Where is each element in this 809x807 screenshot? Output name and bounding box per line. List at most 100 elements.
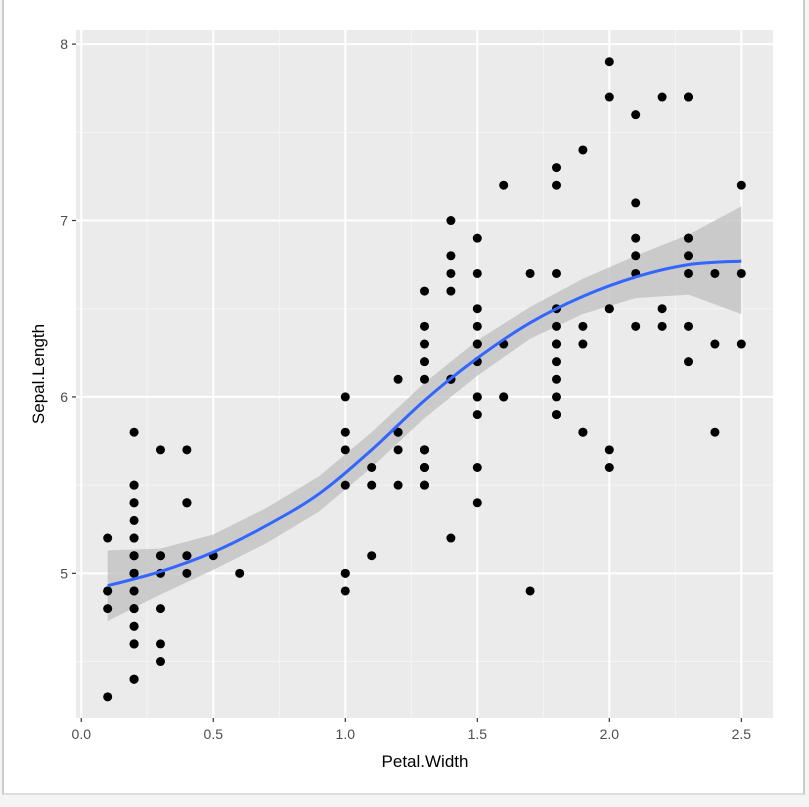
data-point xyxy=(736,268,746,278)
data-point xyxy=(129,515,139,525)
smooth-curve xyxy=(107,259,742,588)
data-point xyxy=(103,586,113,596)
data-point xyxy=(340,586,350,596)
data-point xyxy=(604,445,614,455)
data-point xyxy=(420,374,429,384)
data-point xyxy=(684,251,694,261)
data-point xyxy=(472,462,482,472)
data-point xyxy=(129,427,139,437)
y-tick-label: 5 xyxy=(60,565,68,581)
data-point xyxy=(129,551,139,561)
data-point xyxy=(472,339,482,349)
data-point xyxy=(604,462,614,472)
data-point xyxy=(393,427,403,437)
data-point xyxy=(420,445,429,455)
data-point xyxy=(420,462,429,472)
data-point xyxy=(552,392,562,402)
data-point xyxy=(578,339,588,349)
data-point xyxy=(631,110,641,120)
data-point xyxy=(631,321,641,331)
data-point xyxy=(129,639,139,649)
data-point xyxy=(129,568,139,578)
data-point xyxy=(446,286,456,296)
x-tick-label: 2.5 xyxy=(732,726,752,742)
x-tick-label: 1.5 xyxy=(468,726,488,742)
data-point xyxy=(446,268,456,278)
data-point xyxy=(340,480,350,490)
confidence-band-area xyxy=(107,206,742,621)
data-point xyxy=(155,657,165,667)
data-point xyxy=(446,216,456,226)
data-point xyxy=(472,268,482,278)
axes: 0.0 0.5 1.0 1.5 2.0 2.5 5 6 7 8 xyxy=(60,36,751,742)
data-point xyxy=(657,304,667,314)
data-point xyxy=(129,533,139,543)
data-point xyxy=(525,586,535,596)
data-point xyxy=(367,480,377,490)
data-point xyxy=(103,533,113,543)
data-point xyxy=(155,551,165,561)
data-point xyxy=(340,568,350,578)
data-point xyxy=(182,498,192,508)
data-point xyxy=(129,674,139,684)
data-point xyxy=(525,268,535,278)
data-point xyxy=(393,480,403,490)
data-point xyxy=(604,57,614,67)
x-axis-label: Petal.Width xyxy=(382,752,469,771)
data-point xyxy=(367,462,377,472)
data-point xyxy=(499,180,509,190)
data-point xyxy=(552,163,562,173)
data-point xyxy=(420,321,429,331)
data-point xyxy=(472,321,482,331)
data-point xyxy=(604,92,614,102)
data-point xyxy=(420,339,429,349)
data-point xyxy=(103,604,113,614)
data-point xyxy=(155,604,165,614)
data-point xyxy=(631,198,641,208)
data-point xyxy=(657,321,667,331)
data-point xyxy=(684,233,694,243)
data-point xyxy=(684,357,694,367)
x-tick-label: 1.0 xyxy=(336,726,356,742)
y-tick-label: 8 xyxy=(60,36,68,52)
data-point xyxy=(684,92,694,102)
data-point xyxy=(182,568,192,578)
data-point xyxy=(235,568,245,578)
data-point xyxy=(129,586,139,596)
data-point xyxy=(129,498,139,508)
data-point xyxy=(340,392,350,402)
data-point xyxy=(657,92,667,102)
data-point xyxy=(684,268,694,278)
data-point xyxy=(472,410,482,420)
data-point xyxy=(736,180,746,190)
data-point xyxy=(710,427,720,437)
y-tick-label: 7 xyxy=(60,213,68,229)
data-point xyxy=(578,321,588,331)
data-point xyxy=(420,286,429,296)
data-point xyxy=(499,392,509,402)
data-point xyxy=(182,551,192,561)
data-point xyxy=(552,268,562,278)
data-point xyxy=(472,233,482,243)
data-point xyxy=(472,304,482,314)
data-point xyxy=(367,551,377,561)
data-point xyxy=(684,321,694,331)
data-point xyxy=(736,339,746,349)
data-point xyxy=(420,357,429,367)
data-point xyxy=(393,374,403,384)
data-point xyxy=(340,427,350,437)
data-point xyxy=(631,233,641,243)
data-point xyxy=(552,339,562,349)
data-point xyxy=(552,321,562,331)
x-tick-label: 2.0 xyxy=(600,726,620,742)
data-point xyxy=(182,445,192,455)
data-point xyxy=(710,268,720,278)
plot-panel xyxy=(76,30,773,718)
data-point xyxy=(631,251,641,261)
data-point xyxy=(472,498,482,508)
data-point xyxy=(129,621,139,631)
data-point xyxy=(155,445,165,455)
y-tick-label: 6 xyxy=(60,389,68,405)
data-point xyxy=(393,445,403,455)
